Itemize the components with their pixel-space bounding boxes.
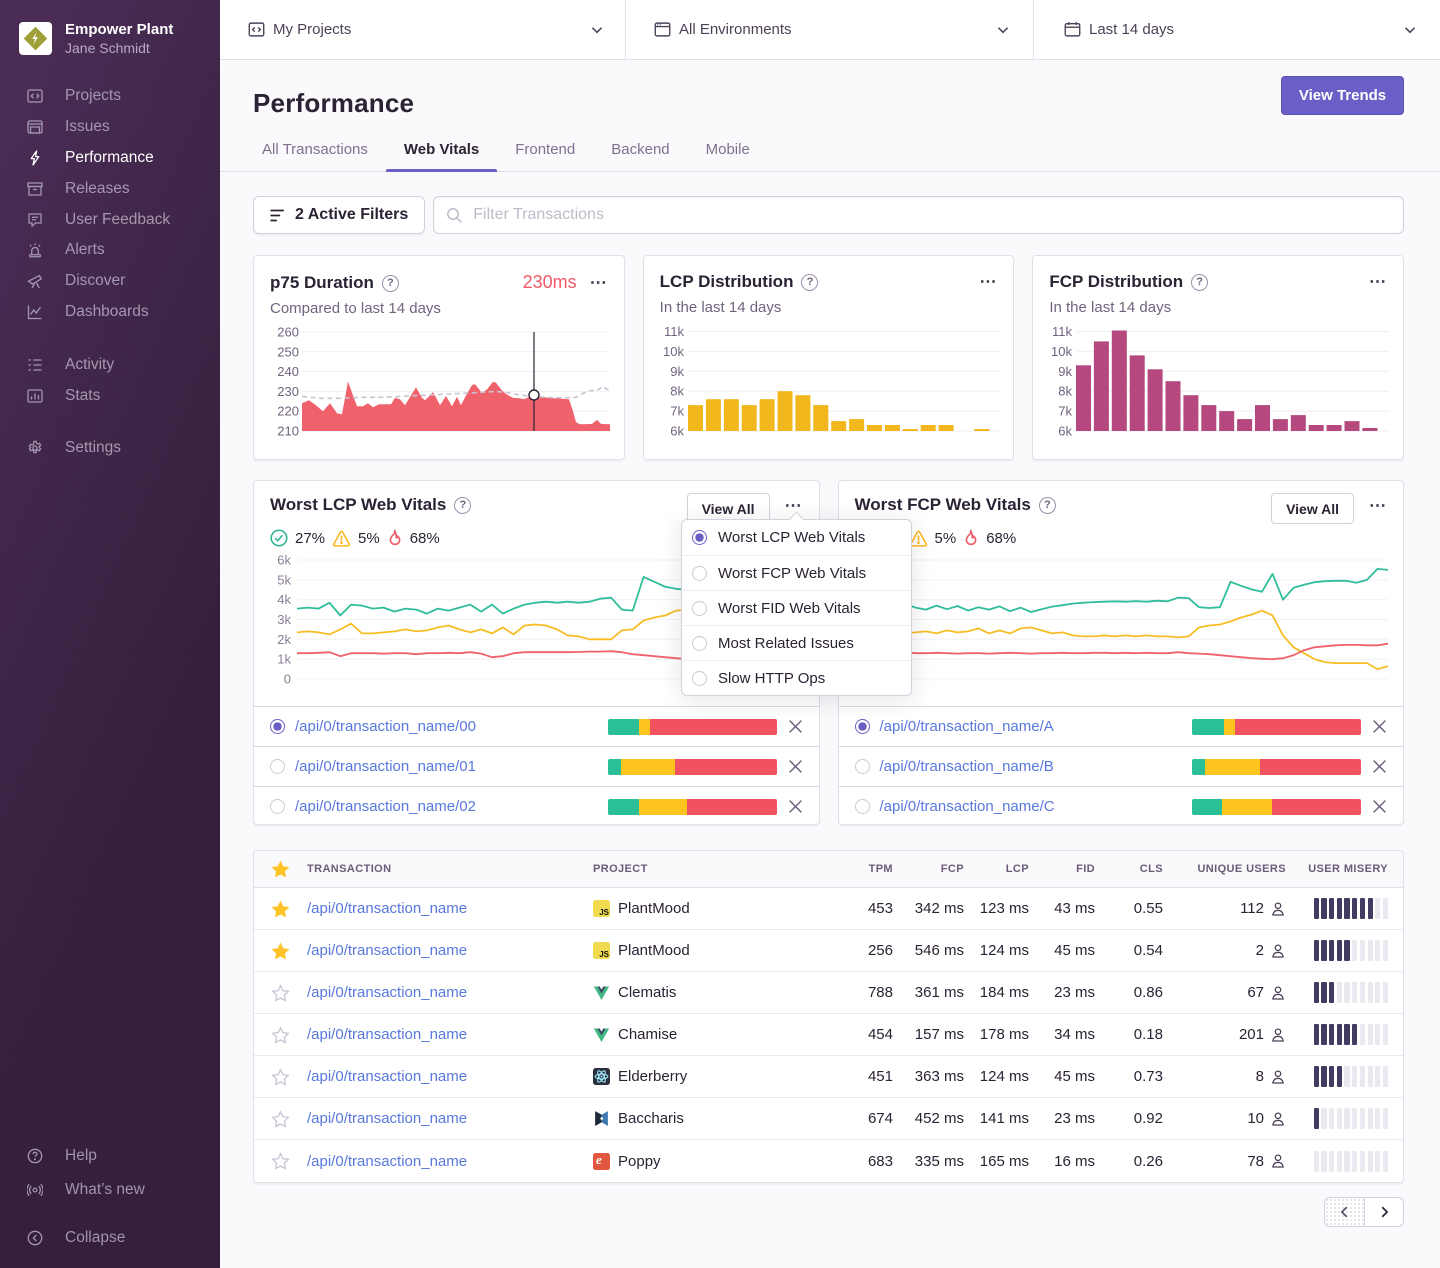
- svg-text:230: 230: [277, 384, 299, 399]
- svg-text:9k: 9k: [670, 364, 684, 379]
- svg-text:10k: 10k: [1051, 344, 1072, 359]
- svg-text:10k: 10k: [663, 344, 684, 359]
- svg-text:250: 250: [277, 344, 299, 359]
- svg-text:5k: 5k: [277, 572, 291, 587]
- svg-text:7k: 7k: [1059, 404, 1073, 419]
- svg-text:210: 210: [277, 424, 299, 439]
- svg-text:220: 220: [277, 404, 299, 419]
- svg-text:11k: 11k: [664, 324, 684, 339]
- svg-text:8k: 8k: [1059, 384, 1073, 399]
- svg-text:2k: 2k: [277, 632, 291, 647]
- svg-text:1k: 1k: [277, 652, 291, 667]
- svg-text:4k: 4k: [277, 592, 291, 607]
- svg-text:0: 0: [284, 672, 291, 687]
- svg-text:6k: 6k: [277, 553, 291, 568]
- svg-text:8k: 8k: [670, 384, 684, 399]
- svg-text:6k: 6k: [1059, 424, 1073, 439]
- svg-text:9k: 9k: [1059, 364, 1073, 379]
- svg-text:260: 260: [277, 325, 299, 340]
- svg-text:6k: 6k: [670, 424, 684, 439]
- svg-text:11k: 11k: [1052, 324, 1072, 339]
- svg-text:3k: 3k: [277, 612, 291, 627]
- svg-text:240: 240: [277, 364, 299, 379]
- svg-text:7k: 7k: [670, 404, 684, 419]
